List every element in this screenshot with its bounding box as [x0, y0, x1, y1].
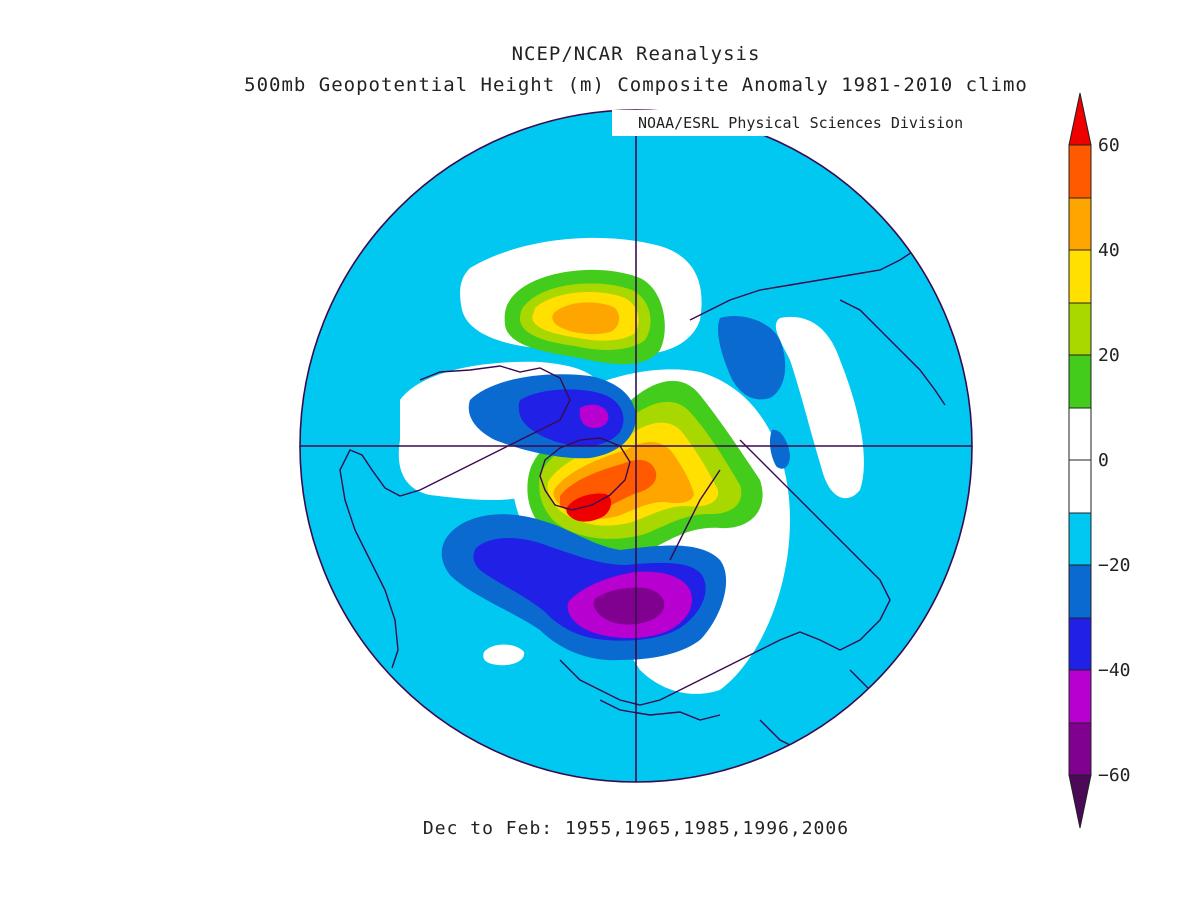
colorbar-label-neg40: −40 — [1098, 660, 1131, 681]
colorbar-swatch-20-30 — [1068, 302, 1092, 356]
colorbar-label-60: 60 — [1098, 135, 1120, 156]
white-region-east — [775, 316, 864, 499]
coast-scandinavia — [669, 469, 721, 561]
colorbar-swatch-neg20-neg10 — [1068, 512, 1092, 566]
colorbar — [1068, 92, 1092, 829]
colorbar-swatch-neg60-neg50 — [1068, 722, 1092, 776]
coast-asia-east — [839, 299, 946, 406]
coast-greenland — [539, 437, 631, 511]
credit-box — [612, 110, 972, 136]
colorbar-swatch-40-50 — [1068, 197, 1092, 251]
colorbar-swatch-30-40 — [1068, 249, 1092, 304]
coast-mediterranean — [599, 699, 721, 721]
neg-anomaly-south-50 — [593, 587, 665, 625]
colorbar-label-0: 0 — [1098, 450, 1109, 471]
pos-anomaly-north-40 — [552, 302, 620, 335]
colorbar-label-40: 40 — [1098, 240, 1120, 261]
colorbar-top-arrow — [1068, 92, 1092, 146]
coast-north-america — [339, 365, 571, 669]
colorbar-swatch-neg30-neg20 — [1068, 564, 1092, 619]
neg-anomaly-ne-20 — [717, 316, 786, 400]
neg-anomaly-nw-30 — [518, 389, 624, 447]
colorbar-swatch-10-20 — [1068, 354, 1092, 409]
white-region-ocean-spot — [483, 644, 525, 666]
colorbar-swatch-0-10 — [1068, 407, 1092, 461]
neg-anomaly-nw-40 — [579, 404, 609, 428]
colorbar-bottom-arrow — [1068, 774, 1092, 829]
anomaly-field — [398, 237, 864, 694]
chart-title: NCEP/NCAR Reanalysis — [511, 43, 761, 65]
date-range-label: Dec to Feb: 1955,1965,1985,1996,2006 — [422, 818, 850, 839]
chart-subtitle: 500mb Geopotential Height (m) Composite … — [244, 74, 1028, 96]
colorbar-swatch-neg50-neg40 — [1068, 669, 1092, 724]
colorbar-swatch-neg10-0 — [1068, 459, 1092, 514]
coast-europe-africa — [559, 439, 891, 706]
coast-asia — [689, 249, 916, 321]
colorbar-swatch-50-60 — [1068, 144, 1092, 199]
colorbar-label-neg60: −60 — [1098, 765, 1131, 786]
coastlines — [339, 249, 946, 751]
colorbar-label-20: 20 — [1098, 345, 1120, 366]
neg-anomaly-ne-20b — [769, 429, 790, 469]
credit-label: NOAA/ESRL Physical Sciences Division — [638, 114, 964, 132]
colorbar-label-neg20: −20 — [1098, 555, 1131, 576]
colorbar-swatch-neg40-neg30 — [1068, 617, 1092, 671]
